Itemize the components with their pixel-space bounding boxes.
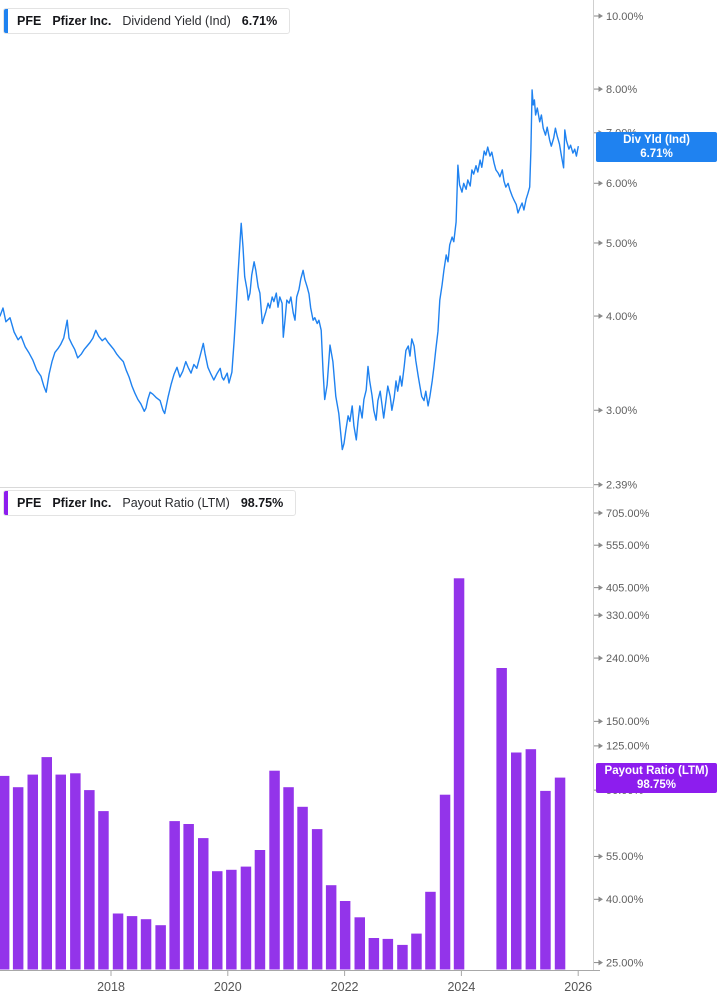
payout-ratio-bar — [283, 787, 294, 970]
bottom-y-tick-arrow — [598, 542, 603, 549]
payout-ratio-bar — [439, 794, 451, 970]
flag-series-label: Payout Ratio (LTM) — [604, 765, 709, 777]
payout-ratio-bar — [354, 917, 365, 970]
metric-name: Payout Ratio (LTM) — [122, 496, 230, 510]
x-axis-year-label: 2026 — [564, 980, 592, 994]
company-name: Pfizer Inc. — [52, 496, 112, 510]
payout-ratio-bar — [368, 938, 380, 970]
bottom-y-tick-label: 150.00% — [606, 716, 650, 728]
bottom-y-tick-arrow — [598, 655, 603, 661]
top-y-tick-arrow — [598, 407, 603, 414]
payout-ratio-bar — [554, 777, 566, 970]
bottom-y-tick-arrow — [598, 896, 603, 903]
payout-ratio-bar — [525, 749, 537, 970]
payout-ratio-bar — [325, 885, 337, 970]
payout-ratio-bar — [41, 757, 52, 970]
bottom-y-tick-label: 125.00% — [606, 741, 650, 753]
payout-ratio-bar — [183, 824, 194, 970]
ticker-symbol: PFE — [17, 14, 42, 28]
flag-value-label: 6.71% — [640, 148, 673, 160]
top-y-tick-label: 6.00% — [606, 178, 637, 190]
bottom-y-tick-arrow — [598, 612, 603, 618]
bottom-y-tick-label: 25.00% — [606, 957, 644, 969]
payout-ratio-bar — [240, 866, 252, 970]
bottom-y-tick-arrow — [598, 853, 603, 860]
top-y-tick-label: 4.00% — [606, 311, 637, 323]
x-axis-year-label: 2020 — [214, 980, 242, 994]
payout-ratio-bar — [496, 668, 507, 970]
top-y-tick-label: 3.00% — [606, 405, 637, 417]
x-axis-year-label: 2022 — [331, 980, 359, 994]
flag-value-label: 98.75% — [636, 779, 676, 791]
payout-ratio-bar — [425, 891, 436, 970]
top-y-tick-label: 2.39% — [606, 479, 637, 491]
payout-ratio-bar — [98, 811, 109, 970]
payout-ratio-bar — [140, 919, 152, 970]
flag-series-label: Div Yld (Ind) — [623, 134, 690, 146]
x-axis-year-label: 2024 — [447, 980, 475, 994]
payout-ratio-bar — [382, 938, 394, 970]
series-color-bar-purple — [4, 491, 8, 515]
bottom-y-tick-arrow — [598, 743, 603, 749]
payout-ratio-bar — [0, 775, 10, 970]
top-y-tick-arrow — [598, 481, 603, 488]
payout-ratio-bar — [397, 944, 408, 970]
metric-value: 98.75% — [240, 496, 284, 510]
top-y-tick-label: 10.00% — [606, 11, 644, 23]
bottom-y-tick-label: 240.00% — [606, 653, 650, 665]
top-y-tick-arrow — [598, 86, 603, 92]
payout-ratio-last-value-flag: Payout Ratio (LTM) 98.75% — [596, 763, 717, 793]
payout-ratio-bar — [198, 838, 209, 970]
payout-ratio-bar — [311, 829, 323, 970]
company-name: Pfizer Inc. — [52, 14, 112, 28]
payout-ratio-bar — [254, 850, 266, 970]
payout-ratio-bar — [411, 933, 422, 970]
payout-ratio-bar — [511, 752, 522, 970]
payout-ratio-bar — [27, 774, 38, 970]
bottom-y-tick-arrow — [598, 959, 603, 966]
series-color-bar-blue — [4, 9, 8, 33]
top-y-tick-label: 8.00% — [606, 84, 637, 96]
payout-ratio-bar — [112, 913, 124, 970]
dividend-yield-legend-chip[interactable]: PFE Pfizer Inc. Dividend Yield (Ind) 6.7… — [3, 8, 291, 34]
bottom-y-tick-label: 330.00% — [606, 610, 650, 622]
ticker-symbol: PFE — [17, 496, 42, 510]
payout-ratio-bar — [453, 578, 465, 970]
x-axis-year-label: 2018 — [97, 980, 125, 994]
payout-ratio-bar — [55, 774, 66, 970]
bottom-y-tick-arrow — [598, 584, 603, 591]
payout-ratio-bar — [212, 871, 223, 970]
bottom-y-tick-label: 555.00% — [606, 540, 650, 552]
payout-ratio-bar — [155, 925, 166, 970]
top-y-tick-arrow — [598, 240, 603, 246]
payout-ratio-bar — [297, 806, 308, 970]
dividend-yield-line — [0, 89, 579, 451]
payout-ratio-bar — [70, 773, 81, 970]
bottom-y-tick-label: 405.00% — [606, 582, 650, 594]
payout-ratio-bar — [169, 821, 180, 970]
bottom-y-tick-arrow — [598, 718, 603, 725]
top-y-tick-arrow — [598, 313, 603, 319]
metric-value: 6.71% — [241, 14, 278, 28]
payout-ratio-bar — [126, 916, 138, 970]
top-y-tick-label: 5.00% — [606, 238, 637, 250]
metric-name: Dividend Yield (Ind) — [122, 14, 231, 28]
payout-ratio-bar — [226, 869, 237, 970]
bottom-y-tick-label: 55.00% — [606, 851, 644, 863]
top-y-tick-arrow — [598, 180, 603, 187]
payout-ratio-bar — [84, 790, 95, 970]
bottom-y-tick-label: 705.00% — [606, 508, 650, 520]
payout-ratio-bar — [540, 790, 551, 970]
payout-ratio-bar — [269, 770, 280, 970]
payout-ratio-bar — [339, 901, 351, 970]
bottom-y-tick-arrow — [598, 510, 603, 516]
top-y-tick-arrow — [598, 13, 603, 19]
div-yld-last-value-flag: Div Yld (Ind) 6.71% — [596, 132, 717, 162]
bottom-y-tick-label: 40.00% — [606, 894, 644, 906]
payout-ratio-bar — [12, 787, 24, 970]
payout-ratio-legend-chip[interactable]: PFE Pfizer Inc. Payout Ratio (LTM) 98.75… — [3, 490, 297, 516]
